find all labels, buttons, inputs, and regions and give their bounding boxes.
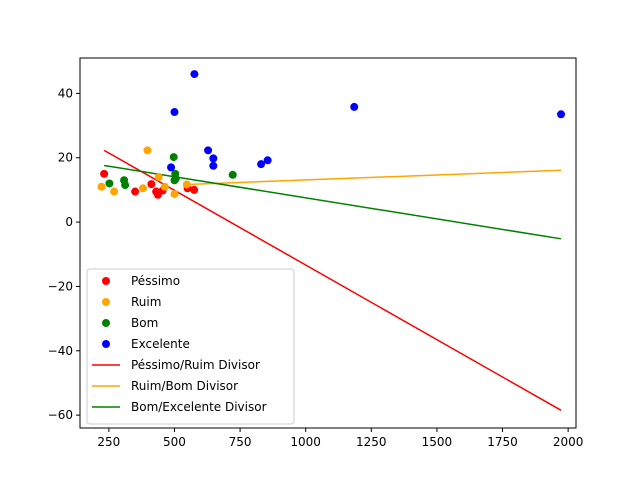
plot-area: [97, 70, 566, 411]
x-tick-label: 500: [163, 435, 186, 449]
legend-label: Excelente: [131, 337, 190, 351]
x-tick-label: 1750: [487, 435, 518, 449]
point-excelente-7: [257, 160, 266, 169]
point-excelente-8: [263, 156, 272, 165]
legend-label: Bom/Excelente Divisor: [131, 400, 267, 414]
x-tick-label: 250: [97, 435, 120, 449]
y-axis: −60 −40 −20 0 20 40: [48, 86, 80, 422]
axes-frame: [79, 57, 577, 429]
legend-marker-excelente: [102, 340, 110, 348]
point-ruim-1: [97, 182, 106, 191]
point-excelente-2: [170, 108, 179, 117]
point-excelente-9: [350, 102, 359, 111]
divisor-line-2: [186, 169, 562, 186]
point-ruim-2: [110, 187, 119, 196]
legend-box: [86, 268, 295, 425]
point-bom-8: [228, 170, 237, 179]
point-ruim-4: [143, 146, 152, 155]
y-tick-label: 20: [58, 151, 73, 165]
point-bom-3: [121, 181, 130, 190]
point-péssimo-2: [131, 187, 140, 196]
legend-marker-ruim: [102, 298, 110, 306]
point-péssimo-3: [147, 180, 156, 189]
point-ruim-7: [170, 190, 179, 199]
legend-label: Péssimo: [131, 274, 180, 288]
x-tick-label: 1000: [290, 435, 321, 449]
x-axis: 250 500 750 1000 1250 1500 1750 2000: [97, 428, 583, 449]
point-bom-4: [169, 153, 178, 162]
y-tick-label: −20: [48, 279, 73, 293]
y-tick-label: −40: [48, 344, 73, 358]
y-tick-label: −60: [48, 408, 73, 422]
legend-marker-péssimo: [102, 277, 110, 285]
point-excelente-1: [190, 70, 199, 79]
point-excelente-4: [204, 146, 213, 155]
point-ruim-5: [154, 173, 163, 182]
point-ruim-3: [138, 184, 147, 193]
divisor-line-3: [104, 164, 562, 240]
y-tick-label: 40: [58, 86, 73, 100]
x-tick-label: 2000: [553, 435, 584, 449]
legend-label: Ruim/Bom Divisor: [131, 379, 238, 393]
x-tick-label: 1250: [356, 435, 387, 449]
legend-label: Péssimo/Ruim Divisor: [131, 358, 260, 372]
point-excelente-10: [557, 110, 566, 119]
divisor-line-1: [103, 149, 562, 411]
point-excelente-3: [167, 163, 176, 172]
point-péssimo-8: [190, 185, 199, 194]
legend-label: Ruim: [131, 295, 161, 309]
point-bom-1: [105, 179, 114, 188]
point-péssimo-1: [100, 169, 109, 178]
point-excelente-6: [209, 161, 218, 170]
point-ruim-6: [160, 182, 169, 191]
legend-label: Bom: [131, 316, 158, 330]
point-ruim-8: [182, 180, 191, 189]
x-tick-label: 1500: [422, 435, 453, 449]
x-tick-label: 750: [229, 435, 252, 449]
point-excelente-5: [209, 154, 218, 163]
legend-marker-bom: [102, 319, 110, 327]
legend: Péssimo Ruim Bom Excelente Péssimo/Ruim Divi…: [86, 268, 295, 425]
y-tick-label: 0: [65, 215, 73, 229]
point-bom-7: [171, 174, 180, 183]
